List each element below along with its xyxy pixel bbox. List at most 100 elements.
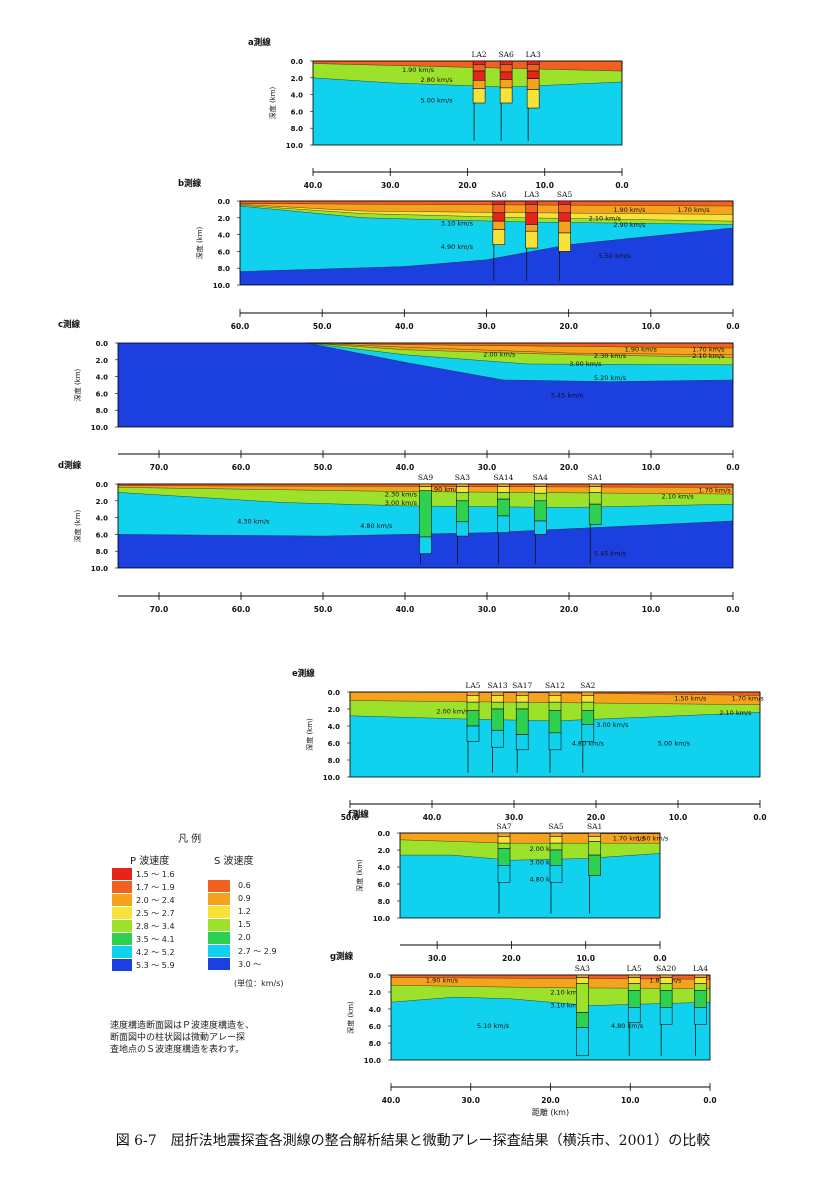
x-tick-label: 20.0 xyxy=(560,605,579,614)
legend-swatch xyxy=(112,907,132,919)
legend-swatch xyxy=(112,959,132,971)
site-layer xyxy=(499,79,513,89)
velocity-label: 3.10 km/s xyxy=(441,219,474,227)
velocity-label: 2.00 km/s xyxy=(436,707,469,715)
x-tick-label: 40.0 xyxy=(382,1096,401,1105)
section-title: c測線 xyxy=(58,319,81,330)
y-tick-label: 4.0 xyxy=(96,374,109,382)
site-column: SA14 xyxy=(493,473,514,564)
section-frame xyxy=(312,60,623,146)
legend-p-label: 4.2 ～ 5.2 xyxy=(136,948,175,957)
legend-p-row: 2.0 ～ 2.4 xyxy=(112,894,182,906)
site-layer xyxy=(659,989,673,1008)
site-layer xyxy=(497,842,511,849)
x-tick-label: 50.0 xyxy=(341,813,360,822)
site-layer xyxy=(533,500,547,522)
y-tick-label: 6.0 xyxy=(96,531,109,539)
velocity-label: 1.70 km/s xyxy=(732,695,765,703)
site-layer xyxy=(659,977,673,984)
depth-axis-label: 深度 (km) xyxy=(355,859,364,892)
legend-p-row: 2.8 ～ 3.4 xyxy=(112,920,182,932)
velocity-label: 2.30 km/s xyxy=(594,352,627,360)
site-label: LA3 xyxy=(526,50,541,59)
legend-s-row: 1.5 xyxy=(208,919,278,931)
y-tick-label: 6.0 xyxy=(96,390,109,398)
site-label: SA7 xyxy=(496,822,512,831)
legend-s-label: 2.0 xyxy=(238,933,251,942)
velocity-label: 2.10 km/s xyxy=(692,352,725,360)
velocity-label: 2.10 km/s xyxy=(662,492,695,500)
y-tick-label: 10.0 xyxy=(286,142,303,150)
section-title: d測線 xyxy=(58,460,82,471)
velocity-label: 2.90 km/s xyxy=(613,221,646,229)
site-layer xyxy=(533,483,547,487)
site-layer xyxy=(548,710,562,734)
y-tick-label: 8.0 xyxy=(291,125,304,133)
depth-axis-label: 深度 (km) xyxy=(346,1001,355,1034)
site-layer xyxy=(497,864,511,883)
legend-unit: (単位：km/s) xyxy=(234,979,284,988)
site-layer xyxy=(491,708,504,731)
site-layer xyxy=(499,71,513,80)
x-tick-label: 0.0 xyxy=(615,181,628,190)
site-layer xyxy=(492,220,506,230)
site-layer xyxy=(525,224,538,232)
site-layer xyxy=(588,832,601,837)
y-tick-label: 4.0 xyxy=(96,515,109,523)
legend-s-label: 1.2 xyxy=(238,907,251,916)
site-column: LA2 xyxy=(472,50,487,141)
site-layer xyxy=(588,854,601,876)
site-layer xyxy=(497,836,511,844)
velocity-label: 3.00 km/s xyxy=(569,360,602,368)
x-tick-label: 20.0 xyxy=(502,954,521,963)
site-layer xyxy=(588,841,601,856)
site-layer xyxy=(576,1012,589,1029)
legend-swatch xyxy=(112,946,132,958)
site-layer xyxy=(576,974,589,978)
section-title: g測線 xyxy=(330,951,354,962)
site-layer xyxy=(419,490,432,538)
site-layer xyxy=(588,492,602,505)
x-tick-label: 30.0 xyxy=(505,813,524,822)
site-layer xyxy=(548,701,562,712)
section-0: 1.90 km/s 2.80 km/s 5.00 km/s LA2 SA6 LA3 a測線 0… xyxy=(248,37,629,190)
site-column: LA3 xyxy=(526,50,541,141)
site-column: SA1 xyxy=(587,822,602,914)
site-layer xyxy=(466,701,480,712)
y-tick-label: 2.0 xyxy=(369,989,382,997)
depth-axis-label: 深度 (km) xyxy=(305,718,314,751)
velocity-label: 5.10 km/s xyxy=(477,1022,510,1030)
site-label: SA3 xyxy=(455,473,471,482)
site-layer xyxy=(588,836,601,842)
site-label: SA5 xyxy=(557,190,573,199)
x-tick-label: 0.0 xyxy=(753,813,766,822)
site-layer xyxy=(558,232,571,252)
site-layer xyxy=(499,60,513,65)
y-tick-label: 6.0 xyxy=(369,1023,382,1031)
site-layer xyxy=(472,88,486,104)
x-tick-label: 70.0 xyxy=(150,463,169,472)
site-layer xyxy=(548,695,562,703)
site-layer xyxy=(492,204,506,214)
legend-p-row: 4.2 ～ 5.2 xyxy=(112,946,182,958)
site-layer xyxy=(627,974,641,978)
section-title: e測線 xyxy=(292,668,315,679)
x-tick-label: 0.0 xyxy=(653,954,666,963)
figure-caption: 図 6-7 屈折法地震探査各測線の整合解析結果と微動アレー探査結果（横浜市、20… xyxy=(115,1133,711,1149)
velocity-label: 4.30 km/s xyxy=(237,518,270,526)
y-tick-label: 8.0 xyxy=(328,757,341,765)
y-tick-label: 6.0 xyxy=(328,740,341,748)
site-layer xyxy=(694,977,707,984)
x-tick-label: 0.0 xyxy=(726,605,739,614)
site-label: LA3 xyxy=(524,190,539,199)
site-label: SA1 xyxy=(587,822,602,831)
y-tick-label: 10.0 xyxy=(91,565,108,573)
x-tick-label: 20.0 xyxy=(559,322,578,331)
y-tick-label: 0.0 xyxy=(96,481,109,489)
legend-s-row: 0.9 xyxy=(208,893,278,905)
legend-p-label: 3.5 ～ 4.1 xyxy=(136,935,175,944)
y-tick-label: 8.0 xyxy=(369,1040,382,1048)
site-column: SA5 xyxy=(557,190,573,281)
velocity-label: 1.90 km/s xyxy=(625,346,658,354)
